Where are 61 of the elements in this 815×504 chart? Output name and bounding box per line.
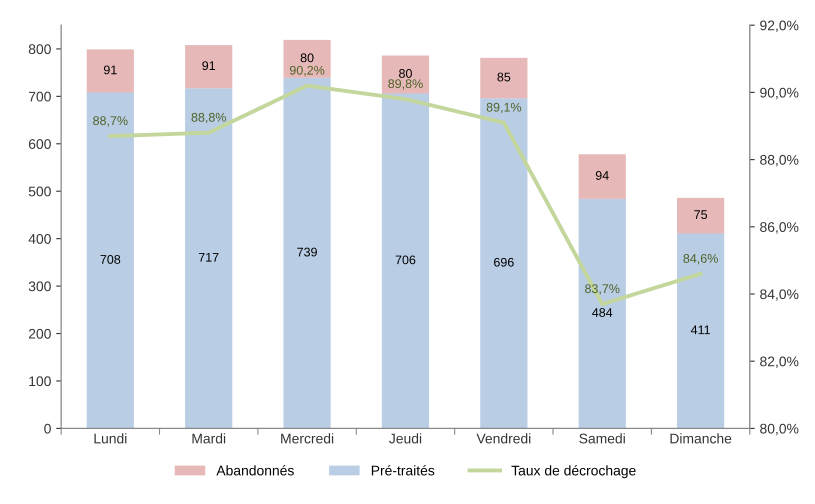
- y-tick-label: 400: [28, 234, 51, 244]
- data-label: 88,7%: [93, 116, 128, 127]
- bar: [185, 45, 232, 88]
- data-label: 708: [100, 254, 120, 264]
- bar: [578, 154, 626, 199]
- data-label: 83,7%: [585, 284, 620, 295]
- y2-tick-label: 80,0%: [760, 424, 798, 436]
- bar: [578, 198, 626, 428]
- data-label: 411: [690, 326, 710, 334]
- data-label: 89,8%: [388, 79, 423, 90]
- data-label: 85: [497, 72, 510, 82]
- y-tick-label: 200: [28, 328, 51, 339]
- y-tick-label: 100: [29, 376, 51, 386]
- data-label: 88,8%: [192, 112, 226, 124]
- data-label: 484: [592, 308, 612, 317]
- y2-tick-label: 82,0%: [760, 356, 798, 368]
- data-label: 89,1%: [486, 102, 522, 114]
- bar: [86, 49, 134, 93]
- data-label: 91: [104, 65, 117, 74]
- bar: [86, 92, 134, 428]
- x-tick-label: Mercredi: [281, 433, 334, 444]
- bar: [382, 56, 430, 94]
- data-label: 75: [694, 210, 708, 220]
- y-tick-label: 700: [28, 92, 51, 102]
- y-tick-label: 600: [28, 139, 51, 149]
- y2-tick-label: 90,0%: [760, 88, 798, 100]
- bar: [283, 78, 331, 428]
- bar: [283, 40, 331, 78]
- bar: [480, 98, 528, 428]
- y2-tick-label: 92,0%: [760, 20, 798, 32]
- bar: [676, 233, 724, 428]
- bar: [185, 88, 232, 428]
- data-label: 696: [494, 258, 514, 267]
- x-tick-label: Vendredi: [476, 433, 530, 444]
- data-label: 80: [399, 69, 412, 78]
- data-label: 94: [596, 171, 609, 180]
- data-label: 717: [198, 252, 218, 262]
- bar: [676, 198, 724, 234]
- y-tick-label: 500: [28, 186, 51, 196]
- y2-tick-label: 88,0%: [760, 154, 798, 166]
- y-tick-label: 800: [28, 44, 51, 54]
- x-tick-label: Mardi: [192, 433, 226, 444]
- y2-tick-label: 86,0%: [760, 222, 798, 234]
- data-label: 84,6%: [683, 254, 718, 264]
- data-label: 80: [300, 53, 314, 62]
- bar: [480, 58, 528, 98]
- data-label: 90,2%: [290, 66, 324, 76]
- legend-label: Pré-traités: [372, 465, 434, 476]
- bar: [382, 94, 430, 428]
- x-tick-label: Lundi: [94, 433, 126, 444]
- y-tick-label: 300: [28, 281, 51, 292]
- data-label: 739: [297, 248, 317, 256]
- y-tick-label: 0: [44, 424, 51, 434]
- legend-label: Abandonnés: [216, 465, 294, 476]
- x-tick-label: Dimanche: [670, 433, 732, 444]
- y2-tick-label: 84,0%: [760, 289, 798, 301]
- x-tick-label: Samedi: [579, 433, 625, 444]
- data-label: 706: [396, 255, 416, 264]
- data-label: 91: [202, 61, 216, 70]
- legend-label: Taux de décrochage: [511, 465, 636, 478]
- x-tick-label: Jeudi: [389, 433, 422, 444]
